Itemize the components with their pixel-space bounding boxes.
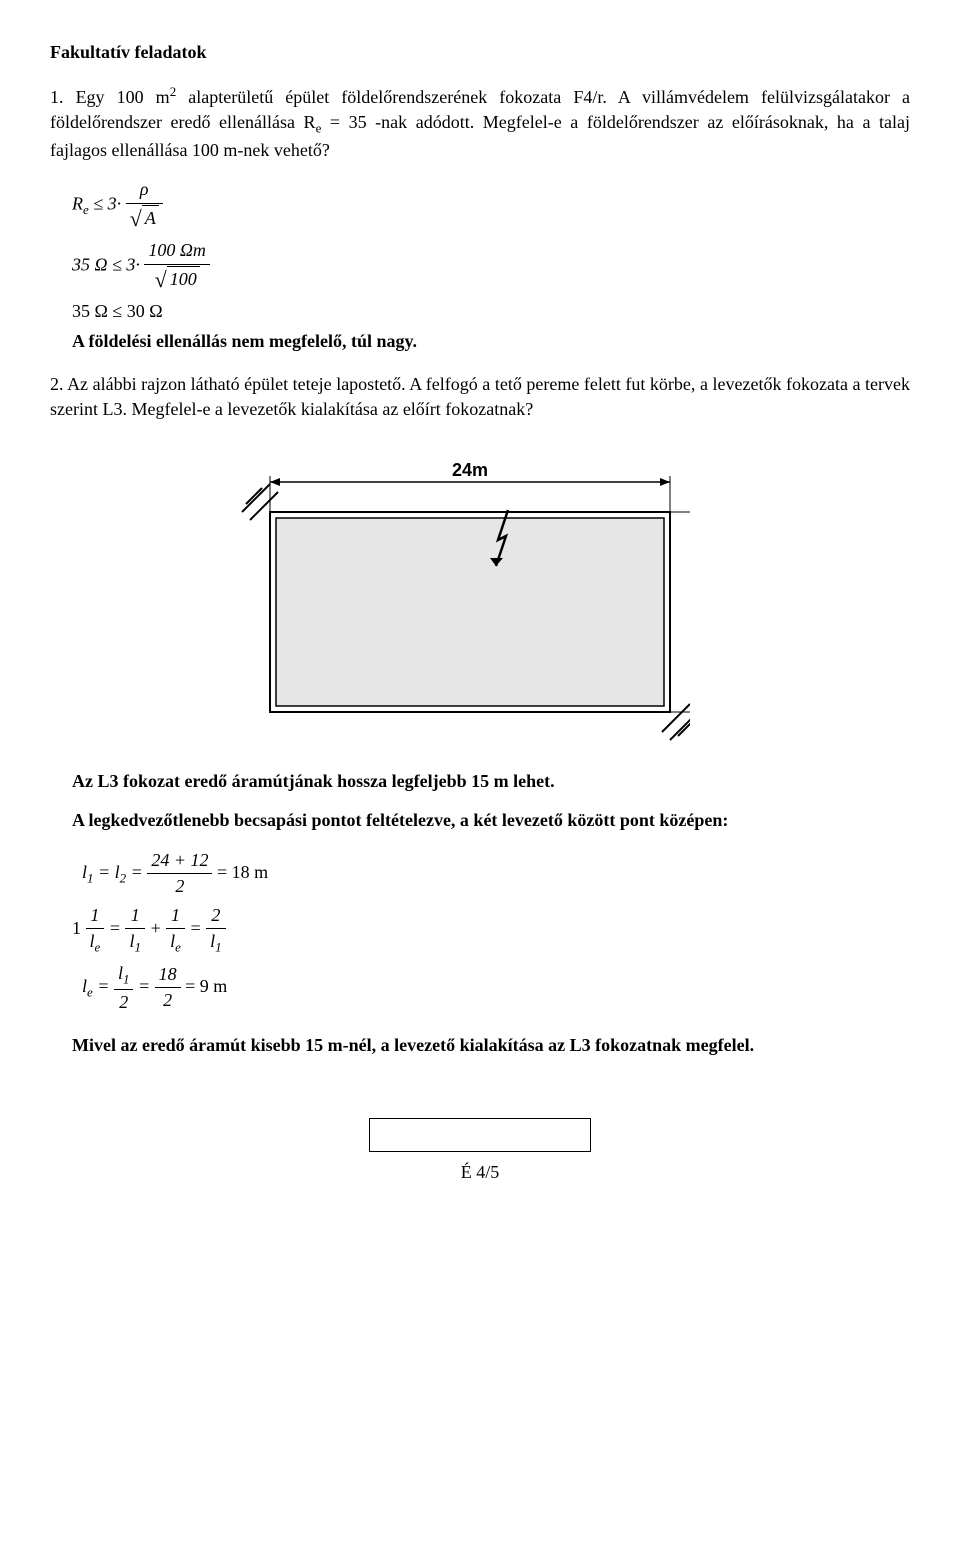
f2-num: 100 Ωm: [144, 238, 210, 264]
g2-se1: e: [95, 940, 101, 955]
calc-1: l1 = l2 = 24 + 12 2 = 18 m: [82, 848, 910, 899]
f1-num: ρ: [126, 177, 163, 203]
task-1-text: 1. Egy 100 m2 alapterületű épület földel…: [50, 83, 910, 163]
g3-den1: 2: [114, 990, 134, 1015]
g3-eq: =: [93, 976, 114, 996]
roof-svg: 24m12m: [170, 442, 690, 742]
g1-den: 2: [147, 874, 212, 899]
f1-R: R: [72, 194, 83, 214]
f2-den: 100: [167, 266, 200, 292]
footer-box: [369, 1118, 591, 1152]
footer-label: É 4/5: [50, 1160, 910, 1185]
calc-2: 1 1 le = 1 l1 + 1 le = 2 l1: [72, 903, 910, 957]
svg-text:24m: 24m: [452, 460, 488, 480]
g3-num1-sub: 1: [123, 972, 130, 987]
g1-eq2: =: [126, 861, 147, 881]
g2-plus: +: [149, 918, 166, 938]
task-2-text: 2. Az alábbi rajzon látható épület tetej…: [50, 372, 910, 422]
g3-num2: 18: [155, 962, 181, 988]
t2-lead: 2.: [50, 374, 67, 394]
formula-1: Re ≤ 3· ρ √A: [72, 177, 910, 234]
g2-eq2: =: [189, 918, 206, 938]
sqrt-icon: √: [130, 206, 142, 231]
calc-3: le = l1 2 = 18 2 = 9 m: [82, 961, 910, 1015]
f1-sub: e: [83, 203, 89, 218]
g2-eq1: =: [109, 918, 126, 938]
g1-rhs: = 18 m: [217, 861, 268, 881]
section-title: Fakultatív feladatok: [50, 40, 910, 65]
t2-body: Az alábbi rajzon látható épület teteje l…: [50, 374, 910, 419]
g2-se2: e: [175, 940, 181, 955]
formula-3: 35 Ω ≤ 30 Ω: [72, 299, 910, 324]
t1-lead: 1. Egy 100 m: [50, 87, 170, 107]
formula-2: 35 Ω ≤ 3· 100 Ωm √100: [72, 238, 910, 295]
f1-den: A: [142, 205, 159, 231]
roof-diagram: 24m12m: [170, 442, 910, 749]
g2-s1a: 1: [134, 940, 141, 955]
g3-rhs: = 9 m: [185, 976, 227, 996]
formula-statement: A földelési ellenállás nem megfelelő, tú…: [72, 329, 910, 354]
g2-n4: 2: [206, 903, 226, 929]
g2-n2: 1: [125, 903, 145, 929]
g2-n1: 1: [86, 903, 105, 929]
p5-line: Mivel az eredő áramút kisebb 15 m-nél, a…: [72, 1033, 910, 1058]
p4-line: A legkedvezőtlenebb becsapási pontot fel…: [72, 808, 910, 833]
g3-eq2: =: [138, 976, 155, 996]
f2-lhs: 35 Ω ≤ 3·: [72, 255, 140, 275]
p3-line: Az L3 fokozat eredő áramútjának hossza l…: [72, 769, 910, 794]
g2-s1b: 1: [215, 940, 222, 955]
g2-one-lead: 1: [72, 918, 81, 938]
g1-num: 24 + 12: [147, 848, 212, 874]
f1-le: ≤ 3·: [93, 194, 121, 214]
sqrt-icon: √: [155, 267, 167, 292]
g3-den2: 2: [155, 988, 181, 1013]
g2-n3: 1: [166, 903, 185, 929]
g1-eq1: = l: [94, 861, 120, 881]
